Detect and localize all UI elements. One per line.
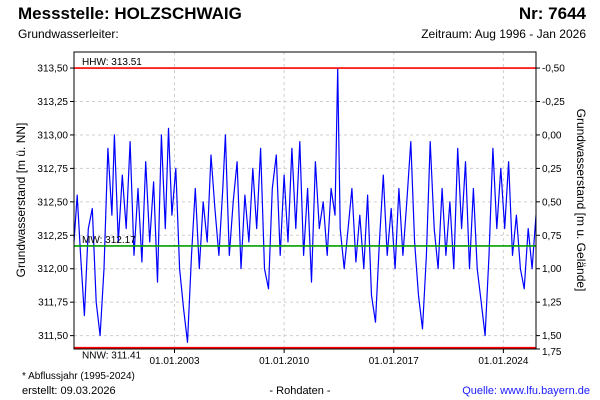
y-right-tick-label: 1,75 [542,347,562,358]
y-right-tick-label: -0,50 [542,64,565,75]
y-right-tick-label: 1,00 [542,264,562,275]
y-tick-label: 313,25 [37,97,68,108]
x-tick-label: 01.01.2003 [149,356,199,367]
reference-lines: HHW: 313.51 MW: 312.17 NNW: 311.41 [74,57,536,362]
reference-line-label: NNW: 311.41 [82,351,142,362]
station-number: Nr: 7644 [518,4,586,23]
y-tick-label: 312,00 [37,264,68,275]
y-tick-label: 312,75 [37,164,68,175]
y-right-tick-label: 0,25 [542,164,562,175]
y-right-tick-label: 1,25 [542,298,562,309]
y-axis-title-left: Grundwasserstand [m ü. NN] [14,123,28,278]
y-tick-label: 313,00 [37,130,68,141]
reference-line-label: HHW: 313.51 [82,57,142,68]
created-date: erstellt: 09.03.2026 [22,385,116,397]
series-layer [73,67,537,343]
x-tick-label: 01.01.2024 [478,356,528,367]
y-right-tick-label: -0,25 [542,97,565,108]
y-right-tick-label: 0,75 [542,231,562,242]
plot-frame [73,51,537,350]
source-link[interactable]: Quelle: www.lfu.bayern.de [462,385,590,397]
tick-layer: 313,50 313,25 313,00 312,75 312,50 312,25 312,… [37,64,565,367]
period-label: Zeitraum: Aug 1996 - Jan 2026 [421,27,586,41]
y-tick-label: 311,50 [38,331,68,342]
station-title: Messstelle: HOLZSCHWAIG [18,4,242,23]
data-type-label: - Rohdaten - [269,385,331,397]
series-line [73,67,537,343]
y-right-tick-label: 1,50 [542,331,562,342]
footnote: * Abflussjahr (1995-2024) [22,371,135,382]
y-tick-label: 312,50 [37,197,68,208]
y-tick-label: 311,75 [38,298,68,309]
y-right-tick-label: 0,50 [542,197,562,208]
reference-line-label: MW: 312.17 [82,235,136,246]
x-tick-label: 01.01.2010 [259,356,309,367]
y-right-tick-label: 0,00 [542,130,562,141]
x-tick-label: 01.01.2017 [369,356,419,367]
aquifer-label: Grundwasserleiter: [18,27,119,41]
y-axis-title-right: Grundwasserstand [m u. Gelände] [574,109,588,292]
y-tick-label: 313,50 [37,64,68,75]
y-tick-label: 312,25 [37,231,68,242]
